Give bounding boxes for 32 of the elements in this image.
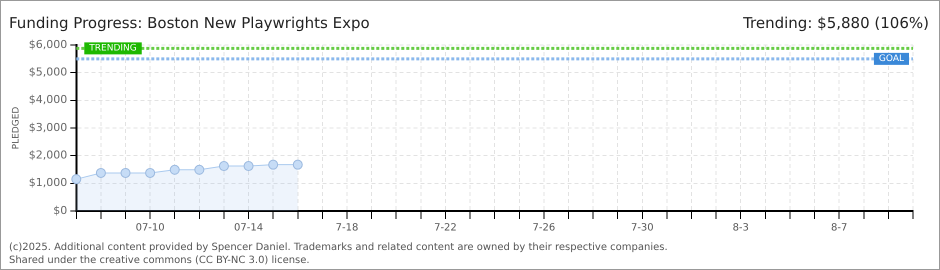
y-tick-label: $5,000: [28, 66, 68, 79]
y-tick-label: $6,000: [28, 38, 68, 51]
y-tick-label: $3,000: [28, 120, 68, 134]
point: [170, 164, 180, 175]
point: [218, 161, 229, 172]
x-tick-label: 07-10: [136, 222, 165, 234]
text: Shared under the creative commons (CC BY-NC 3.0) license.: [9, 255, 310, 266]
point: [268, 160, 278, 170]
point: [120, 168, 131, 178]
point: [96, 168, 106, 178]
point: [71, 174, 82, 184]
ref-line-label: TRENDING: [88, 44, 137, 54]
y-tick-label: $4,000: [28, 93, 68, 106]
y-tick-label: $2,000: [28, 148, 68, 162]
chart-title: Funding Progress: Boston New Playwrights Expo: [9, 14, 370, 32]
x-tick-label: 8-3: [732, 222, 749, 234]
ref-line-label: GOAL: [878, 54, 904, 64]
point: [145, 168, 156, 178]
y-tick-label: $1,000: [28, 176, 68, 190]
x-tick-label: 7-26: [532, 222, 556, 234]
x-tick-label: 7-22: [434, 222, 457, 234]
x-tick-label: 07-14: [234, 222, 264, 234]
point: [244, 161, 254, 172]
y-axis-title: PLEDGED: [12, 106, 22, 150]
x-tick-label: 7-18: [336, 222, 358, 234]
text: Trending: $5,880 (106%): [742, 14, 929, 32]
x-tick-label: 8-7: [831, 222, 848, 234]
y-tick-label: $0: [53, 204, 68, 217]
x-tick-label: 7-30: [630, 222, 654, 234]
text: (c)2025. Additional content provided by Spencer Daniel. Trademarks and related content are owned by their respective companies.: [9, 242, 668, 253]
point: [292, 160, 303, 170]
point: [194, 164, 204, 175]
